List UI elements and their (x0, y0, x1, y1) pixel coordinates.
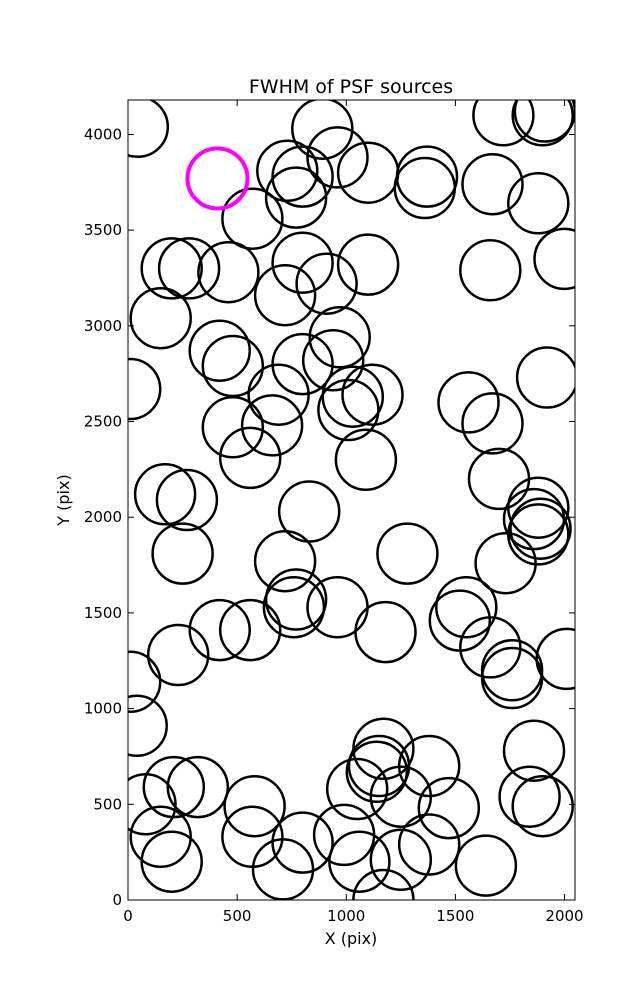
y-tick-label: 3500 (84, 221, 122, 239)
y-tick-label: 4000 (84, 125, 122, 143)
source-marker (347, 734, 411, 798)
source-marker (223, 774, 286, 838)
source-marker (157, 237, 221, 300)
source-marker (325, 757, 389, 821)
source-marker (140, 830, 203, 893)
y-tick-label: 2000 (84, 508, 122, 526)
y-tick-label: 1000 (84, 700, 122, 718)
source-marker (253, 263, 317, 327)
source-marker (336, 233, 400, 296)
source-marker (271, 231, 334, 294)
x-tick-label: 1000 (327, 907, 365, 925)
source-marker (306, 126, 369, 189)
source-marker (221, 187, 284, 250)
source-marker (201, 334, 265, 398)
x-tick-label: 2000 (545, 907, 583, 925)
source-marker (459, 616, 522, 679)
x-axis-label: X (pix) (325, 929, 378, 948)
source-marker (502, 719, 566, 782)
source-marker (511, 774, 574, 838)
source-marker (247, 363, 310, 426)
source-marker (354, 600, 417, 664)
source-marker (461, 392, 524, 455)
source-marker (474, 531, 537, 595)
source-marker (188, 598, 251, 662)
source-marker (128, 357, 162, 421)
source-marker (271, 145, 334, 208)
source-marker (369, 765, 433, 828)
x-tick-label: 500 (223, 907, 252, 925)
x-axis-ticks: 0 500 1000 1500 2000 (123, 100, 584, 925)
source-marker (151, 522, 214, 585)
source-marker (129, 805, 192, 869)
source-marker (509, 497, 572, 560)
highlight-marker (185, 146, 250, 211)
y-tick-label: 0 (112, 891, 122, 909)
source-marker (533, 227, 575, 291)
source-marker (472, 100, 535, 147)
source-marker (317, 378, 380, 442)
source-marker (264, 568, 328, 631)
source-marker (291, 100, 354, 160)
source-marker (218, 426, 282, 490)
source-marker (393, 156, 457, 220)
source-marker (128, 694, 168, 758)
source-marker (264, 166, 328, 229)
x-tick-label: 1500 (436, 907, 474, 925)
source-marker (369, 828, 433, 892)
source-marker (511, 100, 574, 147)
source-marker (218, 598, 282, 662)
source-marker (188, 319, 251, 382)
source-marker (142, 755, 206, 819)
source-marker (133, 463, 197, 526)
source-marker (507, 476, 570, 539)
source-marker (128, 100, 170, 159)
source-marker (308, 306, 371, 369)
source-marker (461, 152, 524, 216)
source-marker (498, 765, 561, 828)
source-marker (435, 575, 498, 639)
source-marker (454, 834, 518, 897)
source-marker (352, 868, 415, 900)
source-marker (334, 428, 398, 492)
source-marker (295, 252, 358, 315)
source-marker (201, 396, 265, 459)
source-marker (240, 394, 304, 457)
source-marker (251, 838, 315, 900)
source-marker (166, 755, 230, 819)
source-marker (301, 329, 365, 392)
y-axis-ticks: 0 500 1000 1500 2000 2500 3000 3500 4000 (84, 125, 575, 909)
y-tick-label: 500 (93, 795, 122, 813)
source-marker (128, 650, 162, 714)
y-axis-label: Y (pix) (54, 474, 73, 526)
source-marker (253, 529, 317, 593)
axes-frame (127, 99, 576, 901)
source-marker (140, 237, 203, 300)
source-marker (271, 811, 334, 874)
source-marker (146, 623, 210, 687)
source-marker (515, 346, 575, 409)
y-tick-label: 3000 (84, 317, 122, 335)
source-marker (417, 776, 481, 840)
chart-title: FWHM of PSF sources (249, 76, 453, 98)
y-tick-label: 2500 (84, 413, 122, 431)
source-marker (459, 239, 522, 302)
source-marker (155, 468, 219, 532)
source-markers (128, 100, 575, 900)
source-marker (197, 240, 260, 304)
x-tick-label: 0 (123, 907, 133, 925)
y-tick-label: 1500 (84, 604, 122, 622)
plot-area: 0 500 1000 1500 2000 0 500 1000 1500 2000 2500 300… (84, 99, 584, 925)
source-marker (328, 830, 391, 893)
source-marker (341, 363, 404, 426)
source-marker (376, 522, 439, 585)
source-marker (507, 172, 570, 235)
source-marker (345, 740, 409, 804)
source-marker (397, 813, 461, 876)
source-marker (535, 627, 575, 691)
source-marker (437, 371, 500, 434)
source-marker (256, 139, 319, 203)
source-marker (129, 286, 192, 350)
